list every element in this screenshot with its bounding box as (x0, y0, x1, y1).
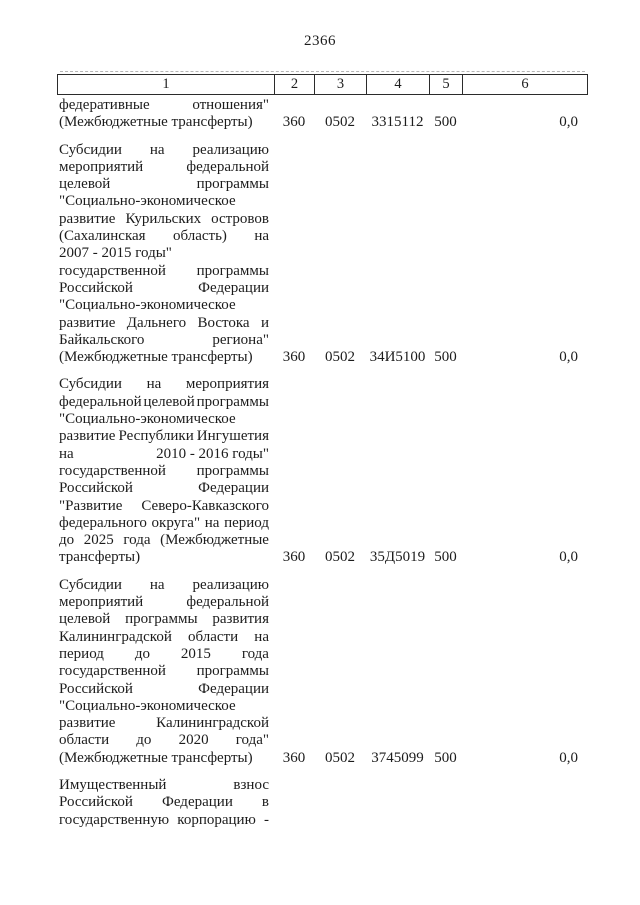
table-header-cell-4: 4 (367, 75, 430, 94)
row-name-line: Байкальского региона" (59, 331, 269, 348)
row-name-line: целевой программы (59, 176, 269, 193)
row-name-line: Российской Федерации в (59, 794, 269, 811)
row-name-line: целевой программы развития (59, 611, 269, 628)
budget-table: 1 2 3 4 5 6 федеративные отношения" (Межбю… (57, 71, 588, 839)
row-name-line: на 2010 - 2016 годы" (59, 445, 269, 462)
row-name-line: трансферты) (59, 549, 141, 566)
row-name-line: развитие Республики Ингушетия (59, 428, 269, 445)
row-name-cell: Субсидии на мероприятия федеральной целевой п… (57, 376, 274, 566)
table-row: Субсидии на реализацию мероприятий федеральн… (57, 142, 588, 367)
row-name-line: федеральной целевой программы (59, 393, 269, 410)
row-name-line: "Социально-экономическое (59, 297, 236, 314)
row-name-line: "Социально-экономическое (59, 193, 236, 210)
row-name-line: развитие Калининградской (59, 715, 269, 732)
row-name-line: (Межбюджетные трансферты) (59, 114, 253, 131)
row-name-line: (Межбюджетные трансферты) (59, 349, 253, 366)
row-expense-type-code: 500 (434, 114, 457, 131)
row-name-line: Субсидии на реализацию (59, 576, 269, 593)
row-expense-type-code: 500 (434, 749, 457, 766)
row-name-line: Субсидии на мероприятия (59, 376, 269, 393)
row-name-line: развитие Дальнего Востока и (59, 314, 269, 331)
row-name-cell: Имущественный взнос Российской Федерации в го… (57, 777, 274, 829)
row-chapter-code: 360 (282, 114, 306, 131)
table-header-cell-1: 1 (58, 75, 275, 94)
row-name-line: "Социально-экономическое (59, 411, 236, 428)
row-name-line: мероприятий федеральной (59, 594, 269, 611)
row-name-line: государственной программы (59, 262, 269, 279)
table-row: Субсидии на реализацию мероприятий федеральн… (57, 577, 588, 767)
row-target-article-code: 35Д5019 (369, 549, 426, 566)
row-expense-type-code: 500 (434, 549, 457, 566)
row-name-line: развитие Курильских островов (59, 210, 269, 227)
row-section-code: 0502 (325, 114, 355, 131)
row-name-line: период до 2015 года (59, 645, 269, 662)
row-section-code: 0502 (325, 749, 355, 766)
row-name-line: Калининградской области на (59, 628, 269, 645)
table-row: Субсидии на мероприятия федеральной целевой п… (57, 376, 588, 566)
table-row: Имущественный взнос Российской Федерации в го… (57, 777, 588, 829)
row-name-line: Субсидии на реализацию (59, 141, 269, 158)
row-name-line: (Сахалинская область) на (59, 228, 269, 245)
row-name-line: (Межбюджетные трансферты) (59, 749, 253, 766)
row-target-article-code: 3315112 (371, 114, 424, 131)
row-amount-value: 0,0 (559, 549, 578, 566)
table-header-row: 1 2 3 4 5 6 (57, 71, 588, 95)
row-chapter-code: 360 (282, 349, 306, 366)
row-name-cell: федеративные отношения" (Межбюджетные тран… (57, 97, 274, 132)
row-name-line: "Развитие Северо-Кавказского (59, 497, 269, 514)
row-amount-value: 0,0 (559, 114, 578, 131)
row-name-line: государственной программы (59, 462, 269, 479)
row-name-line: федерального округа" на период (59, 514, 269, 531)
row-name-line: Российской Федерации (59, 279, 269, 296)
row-name-line: Российской Федерации (59, 480, 269, 497)
table-header-cell-5: 5 (430, 75, 463, 94)
table-header-cell-3: 3 (315, 75, 367, 94)
row-amount-value: 0,0 (559, 349, 578, 366)
row-name-line: 2007 - 2015 годы" (59, 245, 172, 262)
row-name-line: Имущественный взнос (59, 776, 269, 793)
table-body: федеративные отношения" (Межбюджетные тран… (57, 97, 588, 829)
row-name-line: до 2025 года (Межбюджетные (59, 532, 269, 549)
row-chapter-code: 360 (282, 749, 306, 766)
table-header-cell-6: 6 (521, 76, 529, 92)
row-expense-type-code: 500 (434, 349, 457, 366)
page-number: 2366 (304, 33, 336, 49)
row-name-cell: Субсидии на реализацию мероприятий федеральн… (57, 142, 274, 367)
row-name-line: федеративные отношения" (59, 97, 269, 113)
row-amount-value: 0,0 (559, 749, 578, 766)
row-name-line: мероприятий федеральной (59, 158, 269, 175)
row-target-article-code: 34И5100 (369, 349, 426, 366)
table-row: федеративные отношения" (Межбюджетные тран… (57, 97, 588, 132)
row-name-cell: Субсидии на реализацию мероприятий федеральн… (57, 577, 274, 767)
row-name-line: государственной программы (59, 663, 269, 680)
row-chapter-code: 360 (282, 549, 306, 566)
row-name-line: области до 2020 года" (59, 732, 269, 749)
table-header-cell-2: 2 (275, 75, 315, 94)
row-target-article-code: 3745099 (371, 749, 424, 766)
row-name-line: "Социально-экономическое (59, 697, 236, 714)
row-section-code: 0502 (325, 549, 355, 566)
row-name-line: государственную корпорацию - (59, 811, 269, 828)
row-name-line: Российской Федерации (59, 680, 269, 697)
row-section-code: 0502 (325, 349, 355, 366)
scan-artifact-line (60, 71, 585, 72)
